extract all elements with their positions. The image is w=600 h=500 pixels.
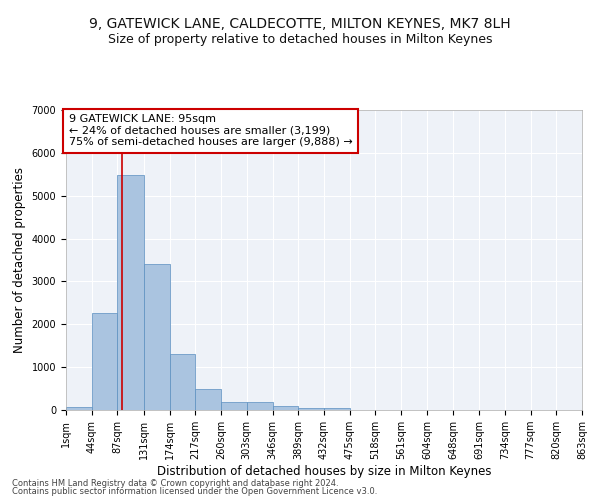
Text: Size of property relative to detached houses in Milton Keynes: Size of property relative to detached ho… xyxy=(108,32,492,46)
Bar xyxy=(324,408,350,410)
X-axis label: Distribution of detached houses by size in Milton Keynes: Distribution of detached houses by size … xyxy=(157,465,491,478)
Bar xyxy=(170,354,195,410)
Bar xyxy=(144,264,170,410)
Text: 9 GATEWICK LANE: 95sqm
← 24% of detached houses are smaller (3,199)
75% of semi-: 9 GATEWICK LANE: 95sqm ← 24% of detached… xyxy=(69,114,353,148)
Bar xyxy=(272,406,298,410)
Text: Contains public sector information licensed under the Open Government Licence v3: Contains public sector information licen… xyxy=(12,487,377,496)
Bar xyxy=(195,389,221,410)
Bar xyxy=(247,402,272,410)
Y-axis label: Number of detached properties: Number of detached properties xyxy=(13,167,26,353)
Bar xyxy=(298,408,324,410)
Bar xyxy=(221,402,247,410)
Bar xyxy=(66,407,92,410)
Bar xyxy=(118,175,144,410)
Text: Contains HM Land Registry data © Crown copyright and database right 2024.: Contains HM Land Registry data © Crown c… xyxy=(12,478,338,488)
Text: 9, GATEWICK LANE, CALDECOTTE, MILTON KEYNES, MK7 8LH: 9, GATEWICK LANE, CALDECOTTE, MILTON KEY… xyxy=(89,18,511,32)
Bar xyxy=(92,312,118,410)
